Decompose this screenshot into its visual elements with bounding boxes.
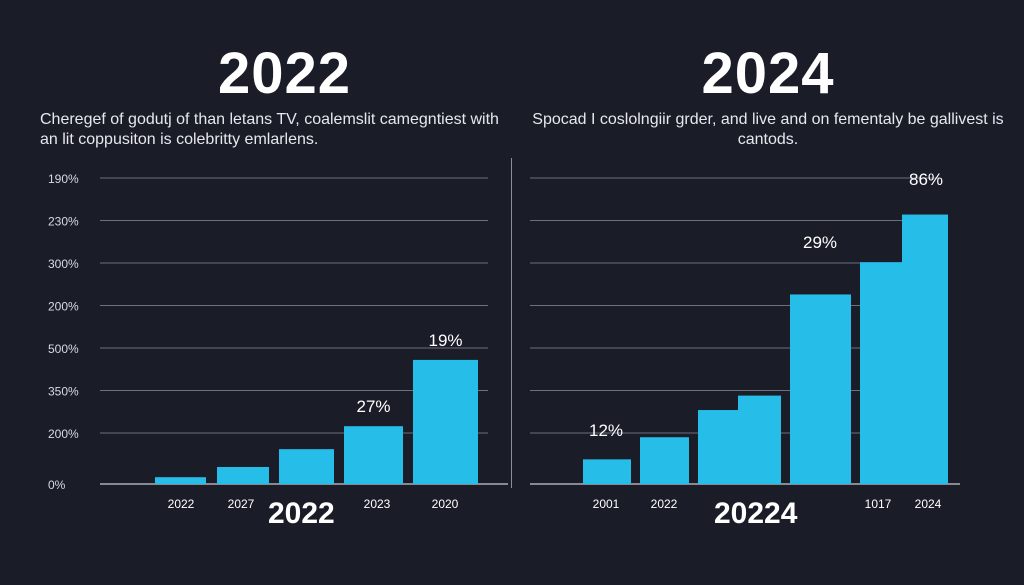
right-x-tick-label: 2024: [915, 497, 942, 511]
right-bar: [698, 410, 740, 484]
right-bar: [860, 262, 903, 484]
left-bar: [155, 477, 206, 484]
left-y-tick-label: 300%: [48, 257, 79, 271]
right-bar: [902, 214, 948, 485]
left-chart-subtitle: Cheregef of godutj of than letans TV, co…: [40, 111, 499, 148]
left-chart-title: 2022: [218, 41, 352, 106]
left-y-tick-label: 0%: [48, 478, 66, 492]
left-y-tick-label: 190%: [48, 172, 79, 186]
left-x-tick-label: 2020: [432, 497, 459, 511]
left-bottom-label: 2022: [268, 497, 335, 530]
right-bar: [583, 459, 631, 484]
left-y-tick-label: 230%: [48, 215, 79, 229]
left-y-tick-label: 350%: [48, 385, 79, 399]
left-bar: [217, 467, 269, 484]
right-data-label: 29%: [803, 233, 837, 252]
left-data-label: 27%: [356, 397, 390, 416]
right-bar: [640, 437, 689, 484]
right-x-tick-label: 2022: [651, 497, 678, 511]
right-data-label: 12%: [589, 421, 623, 440]
right-x-tick-label: 2001: [593, 497, 620, 511]
left-bar: [344, 426, 403, 484]
left-y-tick-label: 200%: [48, 300, 79, 314]
right-bottom-label: 20224: [714, 497, 798, 530]
left-x-tick-label: 2022: [168, 497, 195, 511]
left-x-tick-label: 2027: [228, 497, 255, 511]
right-x-tick-label: 1017: [865, 497, 892, 511]
left-x-tick-label: 2023: [364, 497, 391, 511]
left-bar: [413, 359, 478, 484]
left-chart-panel: 2022 Cheregef of godutj of than letans T…: [40, 41, 499, 148]
left-bar: [279, 449, 334, 484]
right-chart-title: 2024: [701, 41, 835, 106]
right-chart-panel: 2024 Spocad I coslolngiir grder, and liv…: [512, 0, 1024, 585]
left-y-tick-label: 500%: [48, 342, 79, 356]
chart-divider: [511, 158, 512, 488]
right-chart-subtitle: Spocad I coslolngiir grder, and live and…: [532, 111, 1004, 148]
left-data-label: 19%: [428, 331, 462, 350]
right-data-label: 86%: [909, 170, 943, 189]
left-y-tick-label: 200%: [48, 427, 79, 441]
right-bar: [790, 294, 851, 484]
right-bar: [738, 395, 781, 484]
